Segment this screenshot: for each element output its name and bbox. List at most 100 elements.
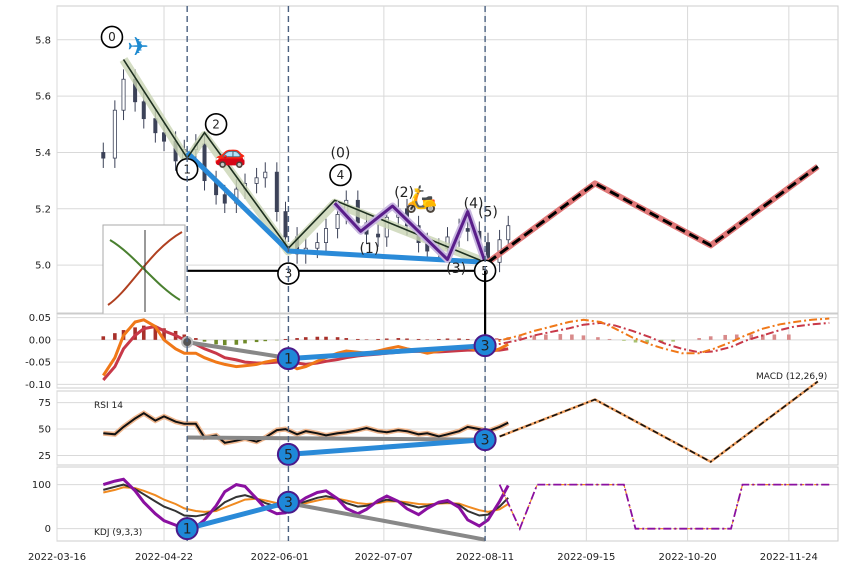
macd-forecast-bar: [697, 338, 701, 340]
macd-forecast-bar: [544, 334, 548, 340]
x-tick-label: 2022-06-01: [251, 552, 309, 563]
candle-body: [274, 171, 279, 213]
macd-bar: [214, 339, 218, 345]
candle-body: [121, 78, 126, 111]
macd-bar: [396, 338, 401, 340]
divergence-marker: [276, 490, 300, 514]
macd-forecast-bar: [622, 339, 626, 341]
macd-bar: [303, 337, 308, 340]
kdj-d-forecast: [499, 484, 830, 531]
kdj-j-forecast: [498, 483, 830, 531]
macd-bar: [263, 339, 268, 342]
x-tick-label: 2022-10-20: [659, 552, 717, 563]
divergence-marker: [473, 334, 497, 358]
macd-bar: [113, 333, 117, 340]
wave-label: (1): [359, 241, 379, 257]
macd-bar: [222, 339, 227, 346]
wave-label-circle: [329, 163, 352, 187]
macd-forecast-bar: [581, 335, 586, 340]
divergence-marker-label: 1: [284, 352, 293, 368]
wave-label: (4): [464, 196, 484, 212]
rsi-divergence-blue: [288, 437, 486, 457]
macd-forecast-bar: [723, 334, 727, 340]
y-tick-label: 50: [38, 425, 51, 436]
wave-label: (2): [394, 185, 414, 201]
rsi-label: RSI 14: [94, 401, 123, 411]
scooter-icon: 🛵: [405, 185, 437, 215]
kdj-j-line: [102, 477, 510, 531]
macd-forecast-bar: [633, 339, 638, 343]
wave-label-circle: [100, 25, 124, 49]
candle-body: [506, 225, 511, 241]
divergence-marker: [276, 347, 300, 371]
macd-forecast-bar: [607, 338, 612, 340]
macd-bar: [465, 338, 470, 340]
y-tick-label: 0: [45, 524, 51, 535]
y-tick-label: 100: [32, 480, 51, 491]
candle-body: [162, 132, 167, 142]
macd-label: MACD (12,26,9): [756, 372, 827, 382]
candle-body: [376, 233, 381, 238]
macd-bar: [376, 338, 380, 340]
y-tick-label: 5.0: [35, 261, 51, 272]
macd-dea-forecast: [487, 321, 830, 354]
divergence-marker-label: 5: [284, 447, 293, 463]
divergence-marker-label: 3: [481, 339, 490, 355]
wave-label: (0): [331, 145, 351, 161]
macd-bar: [324, 336, 328, 340]
thumbnail-figure: [102, 224, 186, 316]
car-icon: 🚗: [214, 139, 246, 169]
wave-label: 2: [212, 117, 220, 131]
price-panel: 5.85.65.45.25.0 012345(0)(1)(2)(3)(4)(5)…: [35, 5, 839, 316]
wave-label: 4: [337, 168, 345, 182]
y-tick-label: 25: [38, 451, 51, 462]
macd-bar: [356, 338, 360, 340]
candle-body: [283, 211, 288, 238]
y-tick-label: 5.4: [35, 148, 51, 159]
candle-body: [324, 228, 329, 243]
candle-body: [263, 171, 268, 179]
x-tick-label: 2022-04-22: [135, 552, 193, 563]
macd-bar: [243, 339, 247, 344]
macd-bar: [234, 339, 239, 345]
macd-bar: [202, 339, 207, 342]
candle-body: [101, 152, 106, 159]
macd-bar: [315, 336, 320, 340]
macd-forecast-bar: [734, 334, 739, 340]
y-tick-label: 75: [38, 398, 51, 409]
macd-bar: [416, 338, 421, 340]
green-wave-line: [122, 59, 486, 264]
macd-bar: [101, 336, 106, 340]
macd-divergence-gray: [186, 340, 289, 361]
y-tick-label: 5.8: [35, 35, 51, 46]
macd-bar: [497, 338, 502, 340]
candle-body: [465, 228, 470, 232]
forecast-line: [487, 165, 819, 264]
airplane-icon: ✈: [127, 32, 149, 62]
macd-bar: [437, 338, 441, 340]
macd-forecast-bar: [558, 334, 563, 340]
x-tick-label: 2022-07-07: [355, 552, 413, 563]
macd-forecast-bar: [772, 334, 777, 340]
y-tick-label: -0.10: [25, 380, 51, 391]
kdj-panel: 100 0 KDJ (9,3,3): [32, 466, 839, 542]
macd-forecast-bar: [532, 335, 537, 340]
kdj-divergence-blue: [186, 499, 290, 532]
wave-halo-line: [119, 57, 487, 267]
candle-body: [112, 109, 117, 159]
macd-forecast-bar: [787, 334, 791, 340]
macd-bar: [445, 338, 450, 340]
candle-body: [335, 214, 340, 229]
macd-forecast-bar: [708, 336, 713, 340]
purple-wave-line: [333, 202, 487, 263]
candle-body: [222, 194, 227, 204]
y-tick-label: 5.2: [35, 204, 51, 215]
x-tick-label: 2022-03-16: [28, 552, 86, 563]
divergence-marker-label: 1: [183, 522, 192, 538]
candle-body: [254, 177, 259, 184]
macd-bar: [162, 328, 166, 340]
macd-bar: [283, 338, 288, 340]
macd-forecast-bar: [671, 339, 675, 342]
y-tick-label: 0.00: [29, 335, 51, 346]
